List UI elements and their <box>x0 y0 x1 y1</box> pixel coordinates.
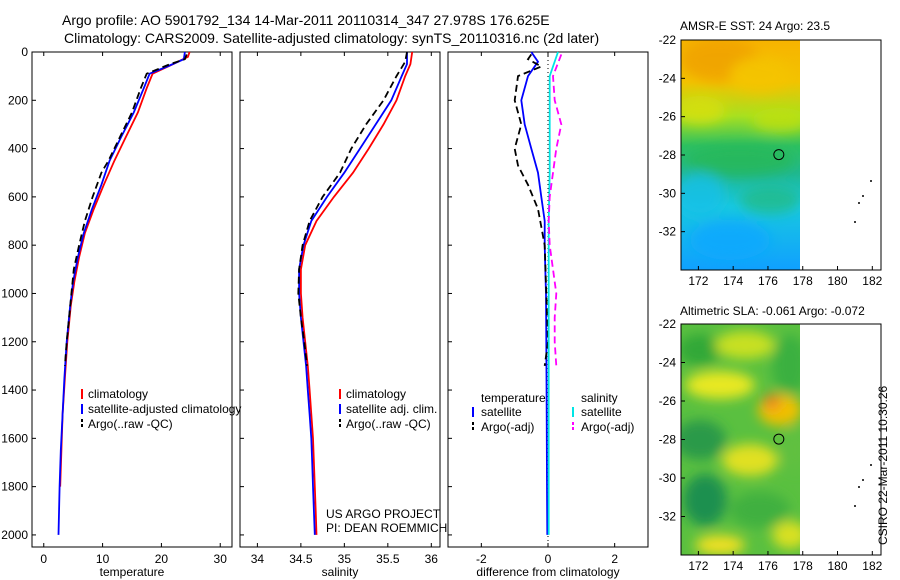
y-tick-label: 1800 <box>1 480 28 494</box>
y-tick-label: 200 <box>8 93 28 107</box>
x-tick-label: 36 <box>425 552 439 566</box>
x-tick-label: 35 <box>338 552 352 566</box>
island-dots <box>854 180 872 223</box>
sst-map-title: AMSR-E SST: 24 Argo: 23.5 <box>680 19 830 33</box>
legend-entry: satellite <box>481 405 522 419</box>
x-axis-label: salinity <box>322 565 359 579</box>
x-tick-label: 30 <box>214 552 228 566</box>
y-tick-label: 2000 <box>1 528 28 542</box>
x-tick-label: 174 <box>723 274 743 288</box>
series-line-argo-raw-qc- <box>297 51 408 367</box>
profile-location-marker <box>773 433 785 445</box>
y-tick-label: -24 <box>659 356 677 370</box>
legend-entry: satellite <box>581 405 622 419</box>
sla-field <box>681 324 800 555</box>
sst-field <box>681 40 800 270</box>
x-tick-label: 34 <box>251 552 265 566</box>
x-tick-label: 172 <box>688 274 708 288</box>
y-tick-label: -28 <box>659 148 677 162</box>
sst-map-panel: AMSR-E SST: 24 Argo: 23.5 172 174 176 178 18… <box>659 19 883 288</box>
sla-map-title: Altimetric SLA: -0.061 Argo: -0.072 <box>680 304 865 318</box>
y-tick-label: -22 <box>659 317 677 331</box>
x-tick-label: 2 <box>611 552 618 566</box>
y-tick-label: 0 <box>21 45 28 59</box>
x-tick-label: 176 <box>758 274 778 288</box>
legend-entry: Argo(-adj) <box>481 420 534 434</box>
series-line-salinity-argo-adj- <box>547 54 563 366</box>
legend-entry: Argo(-adj) <box>581 420 634 434</box>
y-tick-label: -26 <box>659 394 677 408</box>
y-tick-label: 600 <box>8 190 28 204</box>
y-tick-label: -30 <box>659 186 677 200</box>
y-tick-label: -24 <box>659 71 677 85</box>
y-tick-label: -30 <box>659 471 677 485</box>
series-line-satellite-adjusted-climatology <box>57 51 186 535</box>
island-dots <box>854 464 872 507</box>
plot-frame <box>31 51 233 548</box>
y-tick-label: -32 <box>659 225 677 239</box>
x-tick-label: -2 <box>476 552 487 566</box>
figure-title-line2: Climatology: CARS2009. Satellite-adjuste… <box>64 30 599 46</box>
x-tick-label: 0 <box>545 552 552 566</box>
series-line-salinity-satellite <box>547 51 559 535</box>
legend-heading: salinity <box>581 391 618 405</box>
x-axis-label: difference from climatology <box>476 565 619 579</box>
series-line-temperature-satellite <box>520 51 549 535</box>
x-tick-label: 20 <box>155 552 169 566</box>
y-tick-label: 400 <box>8 142 28 156</box>
y-tick-label: 1600 <box>1 431 28 445</box>
salinity-panel: 34 34.5 35 35.5 36 salinity climatologysatelli… <box>239 51 447 579</box>
x-tick-label: 182 <box>862 274 882 288</box>
x-tick-label: 178 <box>793 559 813 573</box>
legend-entry: satellite adj. clim. <box>346 402 437 416</box>
y-tick-label: 1000 <box>1 286 28 300</box>
y-tick-label: -32 <box>659 510 677 524</box>
legend-entry: Argo(..raw -QC) <box>88 417 173 431</box>
x-tick-label: 172 <box>688 559 708 573</box>
figure-title-line1: Argo profile: AO 5901792_134 14-Mar-2011… <box>62 12 550 28</box>
x-tick-label: 180 <box>828 559 848 573</box>
legend-entry: satellite-adjusted climatology <box>88 402 241 416</box>
credit-label: US ARGO PROJECT <box>326 507 441 521</box>
plot-frame <box>239 51 441 548</box>
temperature-panel: 0 10 20 30 0 200 400 600 800 1000 1200 1400 1600 1800… <box>1 45 241 579</box>
x-tick-label: 182 <box>862 559 882 573</box>
x-tick-label: 0 <box>40 552 47 566</box>
legend-entry: climatology <box>346 387 406 401</box>
series-line-satellite-adj-clim- <box>298 52 408 535</box>
x-tick-label: 176 <box>758 559 778 573</box>
credit-label: PI: DEAN ROEMMICH <box>326 521 447 535</box>
series-line-climatology <box>299 51 414 535</box>
x-tick-label: 10 <box>96 552 110 566</box>
series-line-temperature-argo-adj- <box>513 53 549 367</box>
legend-entry: climatology <box>88 387 148 401</box>
y-tick-label: 800 <box>8 238 28 252</box>
x-tick-label: 180 <box>828 274 848 288</box>
y-tick-label: -26 <box>659 110 677 124</box>
y-tick-label: -28 <box>659 433 677 447</box>
profile-location-marker <box>773 149 785 161</box>
x-tick-label: 174 <box>723 559 743 573</box>
sla-map-panel: Altimetric SLA: -0.061 Argo: -0.072 <box>659 304 883 573</box>
timestamp-label: CSIRO 22-Mar-2011 10:30:26 <box>876 385 890 545</box>
series-line-argo-raw-qc- <box>64 54 188 366</box>
legend-heading: temperature <box>481 391 546 405</box>
x-tick-label: 35.5 <box>376 552 400 566</box>
x-tick-label: 178 <box>793 274 813 288</box>
y-tick-label: 1200 <box>1 335 28 349</box>
x-axis-label: temperature <box>100 565 165 579</box>
legend-entry: Argo(..raw -QC) <box>346 417 431 431</box>
y-tick-label: 1400 <box>1 383 28 397</box>
x-tick-label: 34.5 <box>289 552 313 566</box>
y-tick-label: -22 <box>659 33 677 47</box>
